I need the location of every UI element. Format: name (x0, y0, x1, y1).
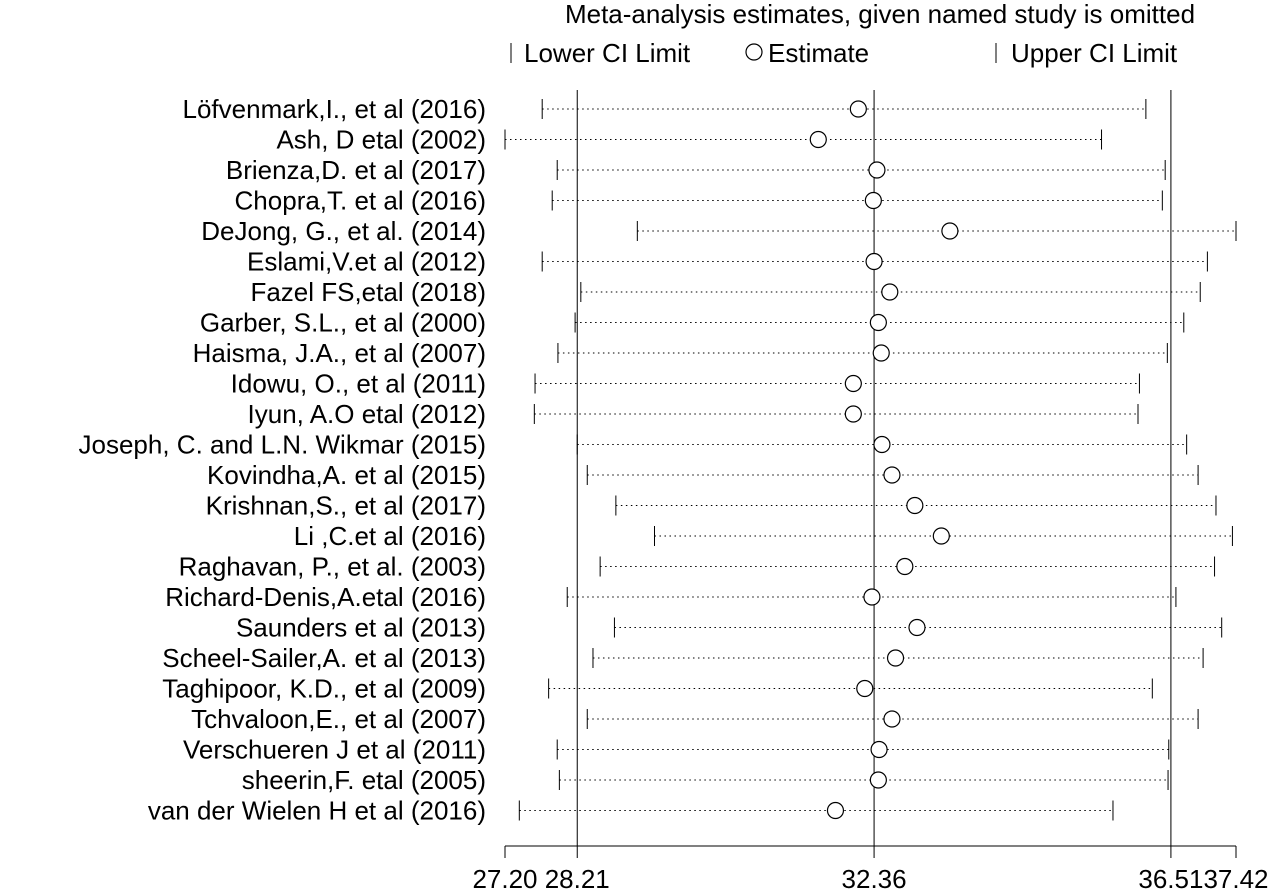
study-label: Eslami,V.et al (2012) (247, 247, 486, 277)
study-label: sheerin,F. etal (2005) (242, 765, 486, 795)
study-label: Ash, D etal (2002) (276, 125, 486, 155)
x-tick-label: 36.51 (1138, 864, 1203, 893)
study-label: Raghavan, P., et al. (2003) (179, 552, 486, 582)
plot-area: 27.20 28.21 32.36 36.51 37.42 Löfvenmark,I., … (79, 90, 1269, 893)
estimate-marker (869, 771, 887, 789)
estimate-marker (869, 313, 887, 332)
estimate-marker (809, 130, 827, 149)
estimate-marker (873, 435, 891, 454)
study-label: Joseph, C. and L.N. Wikmar (2015) (79, 430, 487, 460)
x-tick-label: 28.21 (545, 864, 610, 893)
estimate-marker (864, 191, 882, 210)
estimate-marker (886, 649, 905, 667)
study-label: Saunders et al (2013) (236, 613, 486, 643)
estimate-marker (826, 801, 845, 820)
study-label: Kovindha,A. et al (2015) (207, 460, 486, 490)
x-tick-label: 37.42 (1203, 864, 1268, 893)
study-label: Iyun, A.O etal (2012) (248, 399, 486, 429)
estimate-marker (863, 588, 881, 606)
study-label: Idowu, O., et al (2011) (231, 369, 486, 399)
study-label: Chopra,T. et al (2016) (235, 186, 486, 216)
estimate-marker (881, 283, 899, 301)
estimate-marker (844, 374, 862, 393)
study-label: Verschueren J et al (2011) (183, 735, 486, 765)
legend: Lower CI Limit Estimate Upper CI Limit (510, 38, 1178, 68)
study-label: Brienza,D. et al (2017) (226, 155, 486, 185)
estimate-marker (908, 618, 926, 637)
estimate-marker (883, 710, 901, 728)
estimate-marker (870, 740, 888, 759)
x-tick-label: 32.36 (842, 864, 907, 893)
estimate-marker (932, 527, 950, 545)
estimate-marker (941, 222, 959, 240)
study-label: Garber, S.L., et al (2000) (200, 308, 486, 338)
study-label: Krishnan,S., et al (2017) (206, 491, 486, 521)
estimate-marker (868, 161, 886, 179)
study-label: van der Wielen H et al (2016) (148, 796, 486, 826)
legend-upper-label: Upper CI Limit (1011, 38, 1178, 68)
estimate-marker (856, 679, 874, 698)
study-label: Tchvaloon,E., et al (2007) (191, 704, 486, 734)
legend-lower-label: Lower CI Limit (524, 38, 691, 68)
estimate-marker (883, 466, 901, 484)
study-label: Fazel FS,etal (2018) (250, 277, 486, 307)
estimate-marker (906, 496, 924, 515)
study-label: DeJong, G., et al. (2014) (201, 216, 486, 246)
study-label: Richard-Denis,A.etal (2016) (165, 582, 486, 612)
estimate-marker (844, 405, 862, 423)
legend-estimate-symbol (745, 43, 763, 61)
estimate-marker (896, 557, 914, 576)
study-label: Haisma, J.A., et al (2007) (193, 338, 486, 368)
estimate-marker (865, 252, 883, 271)
study-label: Li ,C.et al (2016) (294, 521, 486, 551)
chart-title: Meta-analysis estimates, given named stu… (565, 0, 1195, 29)
study-label: Löfvenmark,I., et al (2016) (183, 94, 486, 124)
x-tick-label: 27.20 (472, 864, 537, 893)
study-label: Scheel-Sailer,A. et al (2013) (162, 643, 486, 673)
study-label: Taghipoor, K.D., et al (2009) (162, 674, 486, 704)
estimate-marker (872, 344, 890, 362)
legend-estimate-label: Estimate (768, 38, 869, 68)
estimate-marker (849, 100, 867, 118)
